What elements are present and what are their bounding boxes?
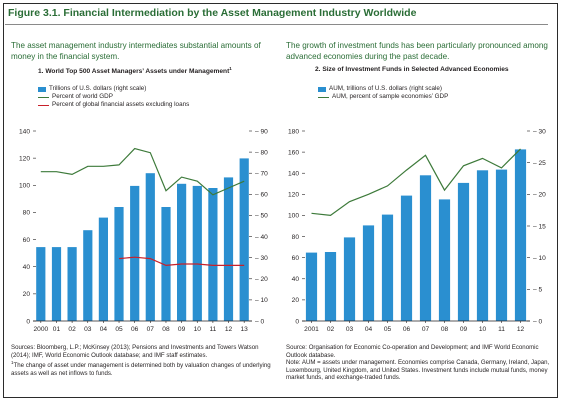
left-axis-tick-label: 60: [23, 237, 31, 244]
x-axis-tick-label: 12: [225, 326, 233, 333]
bar: [36, 247, 46, 321]
x-axis-tick-label: 11: [209, 326, 216, 333]
left-footnote-text: The change of asset under management is …: [11, 362, 271, 377]
bar: [67, 247, 77, 321]
left-axis-tick-label: 40: [23, 264, 31, 271]
legend-label: Percent of global financial assets exclu…: [52, 101, 190, 109]
legend-label: AUM, trillions of U.S. dollars (right sc…: [329, 85, 443, 92]
legend-swatch-line-green: [38, 96, 49, 98]
x-axis-tick-label: 08: [162, 326, 170, 333]
right-axis-tick-label: – 70: [255, 171, 268, 178]
right-note: Note: AUM = assets under management. Eco…: [286, 359, 550, 382]
x-axis-tick-label: 01: [53, 326, 61, 333]
legend-label: Trillions of U.S. dollars (right scale): [49, 85, 147, 92]
left-footnote: 1The change of asset under management is…: [11, 359, 275, 377]
left-notes: Sources: Bloomberg, L.P.; McKinsey (2013…: [11, 344, 275, 377]
bar: [51, 247, 62, 321]
left-axis-tick-label: 0: [26, 318, 30, 325]
right-axis-tick-label: – 20: [255, 276, 268, 283]
left-legend: Trillions of U.S. dollars (right scale) …: [38, 85, 189, 110]
legend-item-gdp: AUM, percent of sample economies’ GDP: [318, 93, 448, 101]
left-axis-tick-label: 100: [19, 183, 30, 190]
right-intro-text: The growth of investment funds has been …: [286, 41, 548, 61]
left-footnote-mark: 1: [11, 360, 14, 366]
right-axis-tick-label: – 30: [255, 255, 268, 262]
legend-swatch-bar: [38, 86, 46, 92]
x-axis-tick-label: 09: [178, 326, 186, 333]
right-panel-title: 2. Size of Investment Funds in Selected …: [315, 66, 509, 73]
bar: [192, 185, 202, 321]
bar: [83, 230, 93, 321]
legend-swatch-line-red: [38, 104, 49, 106]
left-sources: Sources: Bloomberg, L.P.; McKinsey (2013…: [11, 344, 259, 359]
x-axis-tick-label: 05: [115, 326, 123, 333]
bar: [239, 158, 249, 321]
x-axis-tick-label: 03: [84, 326, 92, 333]
legend-item-bars: AUM, trillions of U.S. dollars (right sc…: [318, 85, 448, 93]
x-axis-tick-label: 04: [100, 326, 108, 333]
right-axis-tick-label: – 50: [255, 213, 268, 220]
x-axis-tick-label: 2000: [33, 326, 48, 333]
right-axis-tick-label: – 0: [255, 318, 264, 325]
right-axis-tick-label: – 60: [255, 192, 268, 199]
left-axis-tick-label: 20: [23, 291, 31, 298]
x-axis-tick-label: 02: [68, 326, 76, 333]
legend-swatch-line-green: [318, 96, 329, 98]
right-legend: AUM, trillions of U.S. dollars (right sc…: [318, 85, 448, 101]
left-intro-text: The asset management industry intermedia…: [11, 41, 261, 61]
figure-title: Figure 3.1. Financial Intermediation by …: [8, 7, 417, 19]
x-axis-tick-label: 13: [241, 326, 249, 333]
left-axis-tick-label: 140: [19, 128, 30, 135]
right-axis-tick-label: – 40: [255, 234, 268, 241]
series-line-financial-assets: [118, 256, 245, 267]
legend-item-financial-assets: Percent of global financial assets exclu…: [38, 101, 189, 109]
legend-label: AUM, percent of sample economies’ GDP: [332, 93, 449, 101]
series-line-gdp: [40, 147, 245, 196]
right-sources: Source: Organisation for Economic Co-ope…: [286, 344, 539, 359]
x-axis-tick-label: 10: [194, 326, 202, 333]
legend-swatch-bar: [318, 86, 326, 92]
legend-label: Percent of world GDP: [52, 93, 113, 101]
left-panel-title-text: 1. World Top 500 Asset Managers’ Assets …: [38, 68, 230, 76]
right-axis-tick-label: – 10: [255, 297, 268, 304]
left-panel-title: 1. World Top 500 Asset Managers’ Assets …: [38, 66, 232, 75]
left-axis-tick-label: 120: [19, 155, 30, 162]
left-axis-tick-label: 80: [23, 210, 31, 217]
right-axis-tick-label: – 80: [255, 149, 268, 156]
bar: [177, 183, 187, 321]
bar: [223, 177, 234, 321]
bar: [161, 207, 171, 321]
bar: [130, 185, 140, 321]
title-divider: [5, 24, 548, 25]
legend-item-gdp: Percent of world GDP: [38, 93, 189, 101]
bar: [145, 173, 155, 321]
legend-item-bars: Trillions of U.S. dollars (right scale): [38, 85, 189, 93]
bar: [114, 207, 124, 321]
bar: [208, 188, 218, 321]
right-axis-tick-label: – 90: [255, 128, 268, 135]
left-panel-title-superscript: 1: [229, 66, 232, 71]
right-notes: Source: Organisation for Economic Co-ope…: [286, 344, 552, 382]
x-axis-tick-label: 07: [147, 326, 155, 333]
x-axis-tick-label: 06: [131, 326, 139, 333]
bar: [98, 217, 108, 321]
